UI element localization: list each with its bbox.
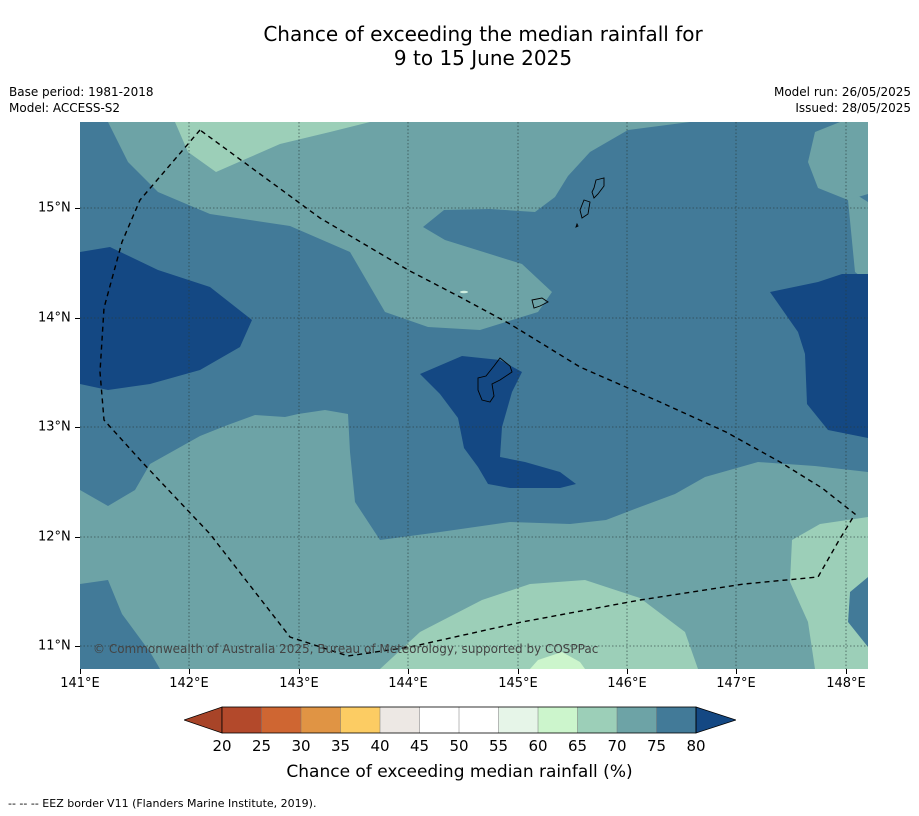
x-tickmark — [80, 669, 81, 674]
colorbar-swatch — [577, 707, 617, 733]
colorbar-label: 30 — [291, 737, 311, 755]
y-tickmark — [75, 208, 80, 209]
colorbar-swatch — [222, 707, 262, 733]
graticule — [80, 122, 868, 669]
y-tick-label: 12°N — [38, 529, 71, 545]
colorbar-label: 65 — [567, 737, 588, 755]
colorbar-swatch — [459, 707, 499, 733]
colorbar-swatch — [380, 707, 420, 733]
x-tickmark — [299, 669, 300, 674]
colorbar-swatch — [498, 707, 538, 733]
meta-right: Model run: 26/05/2025 Issued: 28/05/2025 — [774, 84, 911, 116]
colorbar-swatch — [538, 707, 578, 733]
saipan-island — [591, 177, 605, 199]
colorbar-swatch — [301, 707, 341, 733]
zone-80-central — [420, 356, 576, 488]
x-tickmark — [627, 669, 628, 674]
x-tick-label: 145°E — [498, 676, 538, 691]
tinian-island — [579, 199, 591, 219]
y-tickmark — [75, 318, 80, 319]
x-tick-label: 142°E — [169, 676, 209, 691]
zone-60-65-south — [530, 652, 585, 669]
rota-island — [531, 297, 549, 309]
zone-65-70-north — [175, 122, 370, 172]
colorbar-high-extend — [695, 706, 736, 734]
title-line-2: 9 to 15 June 2025 — [393, 46, 573, 70]
issued-label: Issued: 28/05/2025 — [795, 101, 911, 115]
aguijan-island — [575, 222, 579, 228]
eez-border — [99, 129, 856, 657]
colorbar-swatch — [261, 707, 301, 733]
x-tick-label: 143°E — [279, 676, 319, 691]
small-islet — [460, 290, 468, 294]
colorbar-label: 80 — [686, 737, 706, 755]
x-tick-label: 144°E — [388, 676, 428, 691]
x-tickmark — [518, 669, 519, 674]
zone-80-west — [80, 247, 252, 390]
zone-75-80-southwest — [80, 580, 160, 669]
y-tickmark — [75, 427, 80, 428]
x-tickmark — [846, 669, 847, 674]
colorbar-label: 25 — [251, 737, 272, 755]
zone-75-80-southeast — [848, 577, 868, 647]
map-title: Chance of exceeding the median rainfall … — [0, 22, 919, 70]
base-period-label: Base period: 1981-2018 — [9, 85, 154, 99]
colorbar-swatch — [419, 707, 459, 733]
x-tickmark — [189, 669, 190, 674]
meta-left: Base period: 1981-2018 Model: ACCESS-S2 — [9, 84, 154, 116]
copyright-notice: © Commonwealth of Australia 2025, Bureau… — [93, 642, 599, 656]
colorbar-low-extend — [184, 706, 223, 734]
y-tick-label: 13°N — [38, 419, 71, 435]
colorbar-label: 50 — [449, 737, 469, 755]
model-run-label: Model run: 26/05/2025 — [773, 85, 911, 99]
colorbar-label: 35 — [330, 737, 351, 755]
islands — [477, 177, 605, 403]
colorbar-swatch — [617, 707, 657, 733]
colorbar-label: 75 — [646, 737, 667, 755]
y-tickmark — [75, 646, 80, 647]
zone-65-70-south — [380, 580, 698, 669]
title-line-1: Chance of exceeding the median rainfall … — [263, 22, 703, 46]
colorbar-label: 60 — [528, 737, 548, 755]
x-tick-label: 147°E — [716, 676, 756, 691]
x-tick-label: 146°E — [607, 676, 647, 691]
zone-65-70-southeast — [790, 517, 868, 669]
guam-island — [477, 357, 513, 403]
y-tick-label: 15°N — [38, 200, 71, 216]
colorbar-swatch — [340, 707, 380, 733]
y-tick-label: 14°N — [38, 310, 71, 326]
zone-65-70-northeast — [808, 122, 868, 200]
colorbar-label: 45 — [409, 737, 430, 755]
x-tickmark — [408, 669, 409, 674]
colorbar-label: 20 — [212, 737, 232, 755]
colorbar-label: 40 — [370, 737, 390, 755]
y-tickmark — [75, 537, 80, 538]
x-tick-label: 141°E — [60, 676, 100, 691]
colorbar-label: 70 — [607, 737, 627, 755]
colorbar — [184, 706, 736, 734]
colorbar-label: 55 — [488, 737, 509, 755]
y-tick-label: 11°N — [38, 638, 71, 654]
zone-75-80-main — [80, 122, 868, 540]
model-label: Model: ACCESS-S2 — [9, 101, 121, 115]
colorbar-swatch — [656, 707, 696, 733]
eez-footnote: -- -- -- EEZ border V11 (Flanders Marine… — [8, 797, 317, 810]
colorbar-title: Chance of exceeding median rainfall (%) — [286, 762, 633, 782]
x-tick-label: 148°E — [826, 676, 866, 691]
zone-80-east — [770, 274, 868, 438]
rainfall-map — [80, 122, 868, 669]
x-tickmark — [736, 669, 737, 674]
